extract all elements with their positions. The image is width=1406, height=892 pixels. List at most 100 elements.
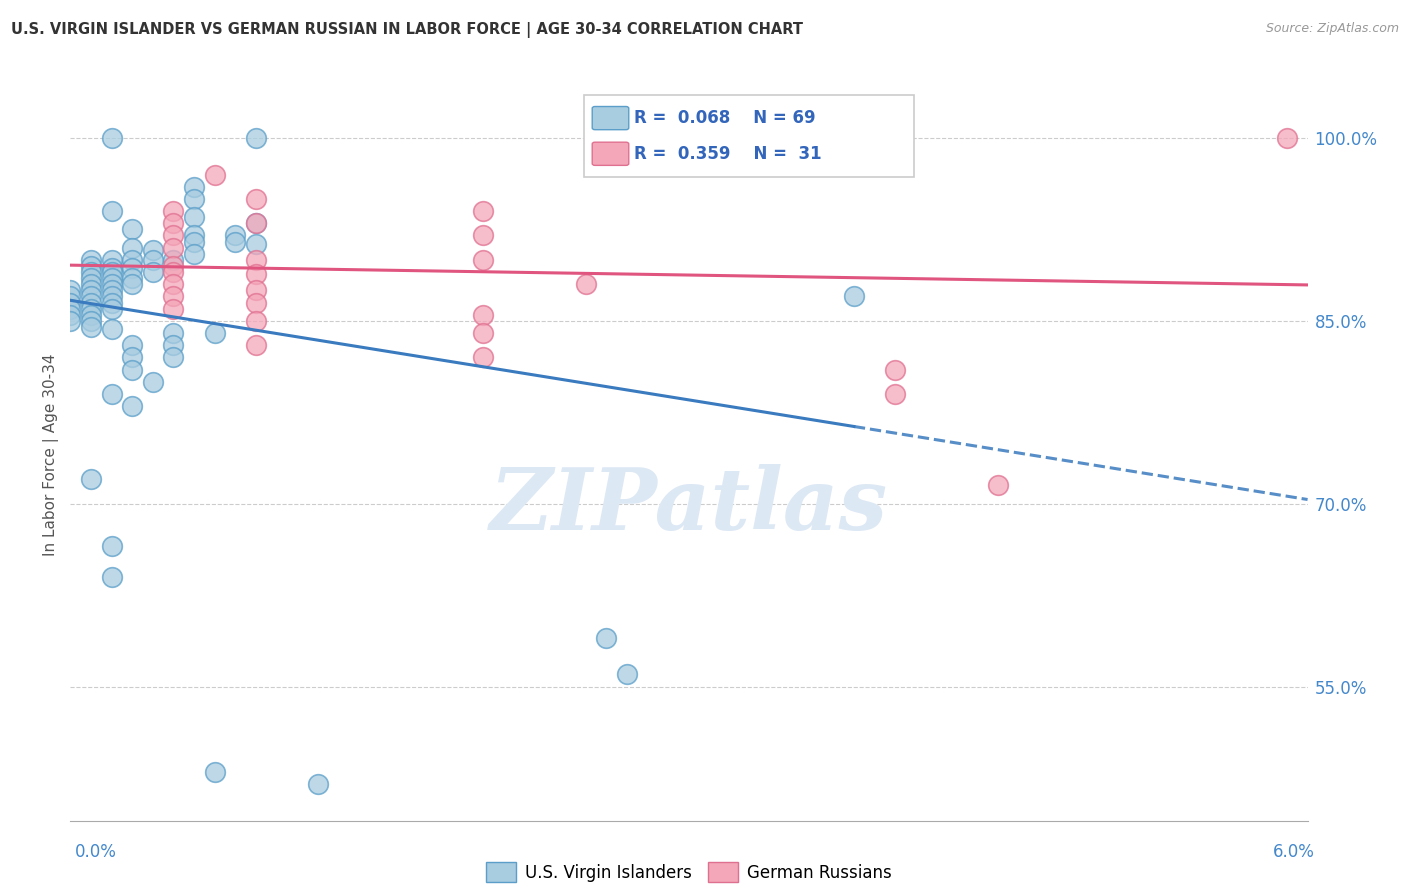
Point xyxy=(183,211,205,225)
Point xyxy=(121,261,143,276)
Point xyxy=(142,265,165,279)
Point xyxy=(245,338,267,352)
Text: U.S. VIRGIN ISLANDER VS GERMAN RUSSIAN IN LABOR FORCE | AGE 30-34 CORRELATION CH: U.S. VIRGIN ISLANDER VS GERMAN RUSSIAN I… xyxy=(11,22,803,38)
Point xyxy=(224,228,246,243)
Y-axis label: In Labor Force | Age 30-34: In Labor Force | Age 30-34 xyxy=(44,353,59,557)
Point xyxy=(80,301,103,316)
Point xyxy=(183,228,205,243)
Point xyxy=(224,235,246,249)
Point xyxy=(121,241,143,255)
Point xyxy=(162,289,184,303)
Point xyxy=(204,764,226,779)
Point xyxy=(245,295,267,310)
Point xyxy=(245,131,267,145)
Point xyxy=(245,284,267,298)
Point xyxy=(121,362,143,376)
Point xyxy=(59,295,82,310)
Point xyxy=(842,289,865,303)
Point xyxy=(183,247,205,261)
Point xyxy=(80,308,103,322)
Point xyxy=(100,301,122,316)
Point xyxy=(121,222,143,236)
Point xyxy=(471,308,494,322)
Point xyxy=(471,228,494,243)
Point xyxy=(575,277,598,292)
Point xyxy=(204,326,226,340)
Point xyxy=(245,216,267,230)
Point xyxy=(80,277,103,292)
Point xyxy=(59,301,82,316)
Point xyxy=(100,540,122,554)
Point xyxy=(121,277,143,292)
Point xyxy=(100,131,122,145)
Text: R =  0.068    N = 69: R = 0.068 N = 69 xyxy=(634,109,815,127)
Point xyxy=(80,289,103,303)
Text: R =  0.359    N =  31: R = 0.359 N = 31 xyxy=(634,145,823,162)
Point xyxy=(245,192,267,206)
Point xyxy=(162,338,184,352)
Point xyxy=(162,204,184,219)
Point xyxy=(162,326,184,340)
Point xyxy=(183,192,205,206)
Point xyxy=(100,252,122,267)
Point xyxy=(884,362,907,376)
Point xyxy=(162,351,184,365)
Point xyxy=(100,289,122,303)
Point xyxy=(183,179,205,194)
Point xyxy=(100,387,122,401)
Point xyxy=(59,308,82,322)
Point xyxy=(162,301,184,316)
Point xyxy=(842,131,865,145)
Point xyxy=(142,375,165,389)
Point xyxy=(471,252,494,267)
Point xyxy=(59,314,82,328)
Point xyxy=(616,667,638,681)
Point xyxy=(100,570,122,584)
Point xyxy=(100,265,122,279)
Point xyxy=(162,241,184,255)
Point xyxy=(471,204,494,219)
Text: 6.0%: 6.0% xyxy=(1272,843,1315,861)
Point xyxy=(80,265,103,279)
Point xyxy=(1275,131,1298,145)
Point xyxy=(80,259,103,273)
Point xyxy=(121,351,143,365)
Point xyxy=(121,399,143,413)
Text: 0.0%: 0.0% xyxy=(75,843,117,861)
Point xyxy=(162,216,184,230)
Text: Source: ZipAtlas.com: Source: ZipAtlas.com xyxy=(1265,22,1399,36)
Point xyxy=(471,351,494,365)
Point xyxy=(100,271,122,285)
Point xyxy=(80,284,103,298)
Point xyxy=(761,131,783,145)
Point xyxy=(142,252,165,267)
Point xyxy=(59,284,82,298)
Point xyxy=(100,284,122,298)
Legend: U.S. Virgin Islanders, German Russians: U.S. Virgin Islanders, German Russians xyxy=(479,855,898,889)
Point xyxy=(204,168,226,182)
Point xyxy=(162,265,184,279)
Text: ZIPatlas: ZIPatlas xyxy=(489,465,889,548)
Point xyxy=(162,277,184,292)
Point xyxy=(121,252,143,267)
Point xyxy=(80,252,103,267)
Point xyxy=(80,295,103,310)
Point xyxy=(307,777,329,791)
Point xyxy=(162,228,184,243)
Point xyxy=(100,261,122,276)
Point xyxy=(121,338,143,352)
Point xyxy=(245,237,267,252)
Point xyxy=(471,326,494,340)
Point xyxy=(80,472,103,486)
Point xyxy=(80,320,103,334)
Point xyxy=(245,314,267,328)
Point xyxy=(245,216,267,230)
Point xyxy=(987,478,1010,492)
Point xyxy=(823,131,845,145)
Point xyxy=(100,295,122,310)
Point xyxy=(884,387,907,401)
Point xyxy=(100,204,122,219)
Point xyxy=(80,271,103,285)
Point xyxy=(183,235,205,249)
Point xyxy=(100,277,122,292)
